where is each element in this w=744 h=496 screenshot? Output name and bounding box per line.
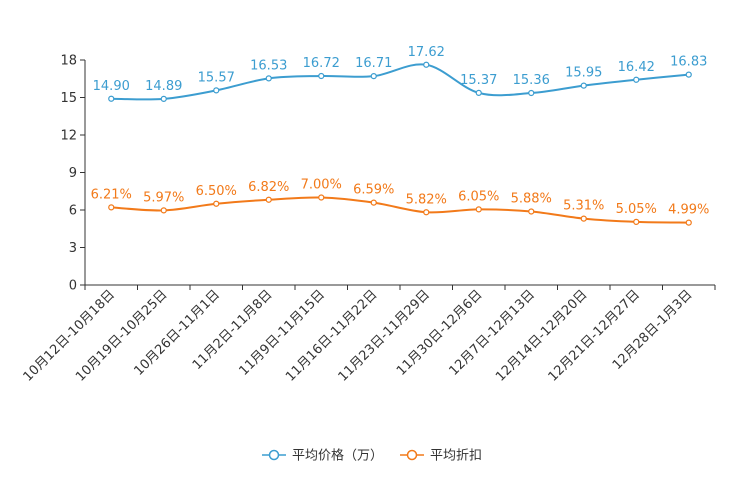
data-label: 5.97% xyxy=(143,190,184,205)
data-label: 16.83 xyxy=(670,55,707,70)
data-point[interactable] xyxy=(318,194,325,201)
series-line xyxy=(111,196,689,224)
data-label: 5.05% xyxy=(616,202,657,217)
data-label: 16.71 xyxy=(355,56,392,71)
data-label: 6.21% xyxy=(91,187,132,202)
data-label: 16.72 xyxy=(303,56,340,71)
data-point[interactable] xyxy=(685,219,692,226)
data-point[interactable] xyxy=(108,95,115,102)
data-point[interactable] xyxy=(475,89,482,96)
x-tick-label: 10月19日-10月25日 xyxy=(73,287,170,384)
y-tick-label: 6 xyxy=(69,204,77,219)
data-label: 17.62 xyxy=(408,45,445,60)
data-label: 6.82% xyxy=(248,180,289,195)
data-point[interactable] xyxy=(423,61,430,68)
x-tick-label: 11月23日-11月29日 xyxy=(336,287,433,384)
data-label: 15.37 xyxy=(460,73,497,88)
data-label: 15.57 xyxy=(198,70,235,85)
series-line xyxy=(111,63,689,101)
data-label: 6.50% xyxy=(196,184,237,199)
data-label: 14.90 xyxy=(93,79,130,94)
series-2: 6.21% 5.97% 6.50% 6.82% 7.00% 6.59% 5.82% 6.05%… xyxy=(91,178,709,226)
data-label: 15.95 xyxy=(565,66,602,81)
data-point[interactable] xyxy=(160,95,167,102)
data-label: 16.42 xyxy=(618,60,655,75)
data-point[interactable] xyxy=(423,209,430,216)
data-point[interactable] xyxy=(633,76,640,83)
data-point[interactable] xyxy=(265,196,272,203)
data-point[interactable] xyxy=(108,204,115,211)
legend-marker-icon xyxy=(268,449,280,461)
data-point[interactable] xyxy=(370,199,377,206)
legend-label: 平均折扣 xyxy=(430,449,482,464)
legend-marker-icon xyxy=(406,449,418,461)
data-point[interactable] xyxy=(475,206,482,213)
data-point[interactable] xyxy=(370,73,377,80)
y-tick-label: 15 xyxy=(60,91,77,106)
data-label: 5.82% xyxy=(406,192,447,207)
series-layer: 14.90 14.89 15.57 16.53 16.72 16.71 17.62 15.37… xyxy=(91,45,709,226)
y-tick-label: 18 xyxy=(60,54,77,69)
data-label: 14.89 xyxy=(145,79,182,94)
legend[interactable]: 平均价格（万） 平均折扣 xyxy=(262,448,482,464)
data-point[interactable] xyxy=(528,208,535,215)
x-tick-label: 11月16日-11月22日 xyxy=(283,287,380,384)
data-point[interactable] xyxy=(160,207,167,214)
data-point[interactable] xyxy=(685,71,692,78)
legend-item-1[interactable]: 平均价格（万） xyxy=(262,448,383,464)
legend-item-2[interactable]: 平均折扣 xyxy=(400,449,482,464)
legend-label: 平均价格（万） xyxy=(292,448,383,464)
data-label: 16.53 xyxy=(250,58,287,73)
data-label: 7.00% xyxy=(301,178,342,193)
series-1: 14.90 14.89 15.57 16.53 16.72 16.71 17.62 15.37… xyxy=(93,45,707,102)
axes: 036912151810月12日-10月18日10月19日-10月25日10月2… xyxy=(21,54,716,385)
data-point[interactable] xyxy=(580,215,587,222)
data-point[interactable] xyxy=(318,72,325,80)
data-label: 6.05% xyxy=(458,189,499,204)
data-label: 6.59% xyxy=(353,183,394,198)
data-point[interactable] xyxy=(265,75,272,82)
data-label: 4.99% xyxy=(668,203,709,218)
y-tick-label: 0 xyxy=(69,279,77,294)
y-tick-label: 12 xyxy=(60,129,77,144)
x-tick-label: 12月21日-12月27日 xyxy=(546,287,643,384)
y-tick-label: 9 xyxy=(69,166,77,181)
data-label: 5.31% xyxy=(563,199,604,214)
data-label: 15.36 xyxy=(513,73,550,88)
data-point[interactable] xyxy=(213,87,220,94)
y-tick-label: 3 xyxy=(69,241,77,256)
data-point[interactable] xyxy=(528,89,535,97)
data-label: 5.88% xyxy=(511,192,552,207)
data-point[interactable] xyxy=(633,218,640,225)
x-tick-label: 12月14日-12月20日 xyxy=(493,287,590,384)
data-point[interactable] xyxy=(580,82,587,89)
data-point[interactable] xyxy=(213,200,220,207)
x-tick-label: 10月12日-10月18日 xyxy=(21,287,118,384)
